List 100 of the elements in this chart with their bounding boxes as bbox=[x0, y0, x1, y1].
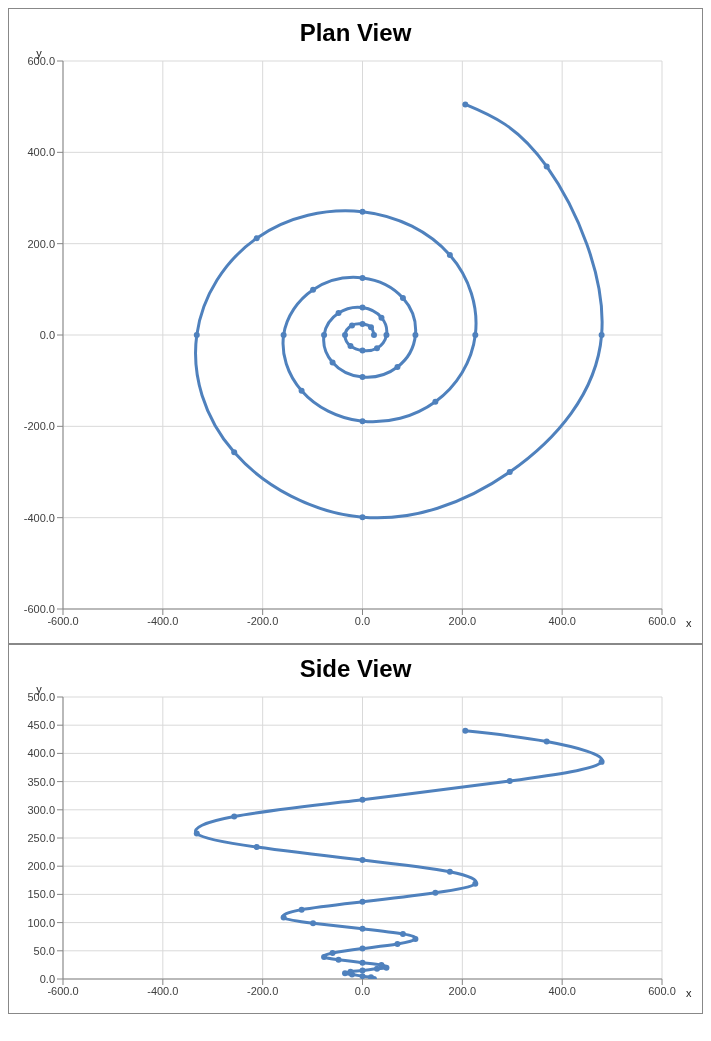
point bbox=[543, 738, 550, 745]
point bbox=[598, 332, 605, 338]
x-axis-title: x bbox=[686, 986, 692, 999]
point bbox=[367, 324, 374, 331]
point bbox=[370, 332, 377, 338]
point bbox=[432, 398, 439, 405]
point bbox=[359, 304, 366, 311]
point bbox=[359, 796, 366, 803]
point bbox=[446, 868, 453, 875]
point bbox=[359, 925, 366, 932]
point bbox=[280, 914, 287, 921]
y-tick-label: 400.0 bbox=[27, 747, 55, 760]
y-tick-label: 450.0 bbox=[27, 719, 55, 732]
point bbox=[462, 727, 469, 734]
point bbox=[472, 880, 479, 887]
point bbox=[335, 956, 342, 963]
x-tick-label: 0.0 bbox=[354, 614, 371, 627]
point bbox=[280, 332, 287, 338]
point bbox=[359, 418, 366, 425]
y-tick-label: 200.0 bbox=[27, 237, 55, 250]
x-tick-label: -400.0 bbox=[147, 614, 179, 627]
point bbox=[359, 374, 366, 381]
point bbox=[231, 449, 238, 456]
point bbox=[335, 310, 342, 317]
point bbox=[253, 235, 260, 242]
point bbox=[378, 961, 385, 968]
point bbox=[399, 295, 406, 302]
point bbox=[321, 332, 328, 338]
point bbox=[349, 322, 356, 329]
point bbox=[543, 163, 550, 170]
point bbox=[359, 945, 366, 952]
point bbox=[383, 332, 390, 338]
chart-title: Side View bbox=[298, 654, 413, 683]
y-tick-label: 400.0 bbox=[27, 146, 55, 159]
point bbox=[359, 274, 366, 281]
x-tick-label: -200.0 bbox=[247, 984, 279, 997]
y-tick-label: -200.0 bbox=[23, 420, 55, 433]
point bbox=[399, 930, 406, 937]
point bbox=[359, 967, 366, 974]
point bbox=[321, 954, 328, 960]
point bbox=[367, 974, 374, 979]
x-tick-label: 400.0 bbox=[548, 614, 576, 627]
x-tick-label: -200.0 bbox=[247, 614, 279, 627]
y-tick-label: 50.0 bbox=[33, 944, 55, 957]
point bbox=[472, 332, 479, 338]
point bbox=[342, 332, 349, 338]
y-tick-label: 0.0 bbox=[39, 328, 55, 341]
point bbox=[462, 101, 469, 108]
point bbox=[506, 469, 513, 475]
y-axis-title: y bbox=[36, 683, 43, 695]
point bbox=[310, 286, 317, 293]
point bbox=[446, 252, 453, 259]
point bbox=[193, 332, 200, 338]
point bbox=[359, 898, 366, 905]
point bbox=[253, 844, 260, 851]
point bbox=[359, 973, 366, 979]
point bbox=[383, 964, 390, 971]
point bbox=[373, 965, 380, 972]
point bbox=[359, 857, 366, 863]
point bbox=[378, 314, 385, 321]
x-tick-label: 600.0 bbox=[648, 984, 676, 997]
point bbox=[359, 347, 366, 354]
y-axis-title: y bbox=[36, 47, 43, 59]
point bbox=[231, 813, 238, 820]
point bbox=[329, 950, 336, 957]
point bbox=[359, 208, 366, 215]
point bbox=[359, 959, 366, 966]
x-tick-label: -600.0 bbox=[47, 614, 79, 627]
y-tick-label: 200.0 bbox=[27, 860, 55, 873]
y-tick-label: 250.0 bbox=[27, 831, 55, 844]
y-tick-label: 300.0 bbox=[27, 803, 55, 816]
x-tick-label: 0.0 bbox=[354, 984, 371, 997]
y-tick-label: 150.0 bbox=[27, 888, 55, 901]
point bbox=[412, 332, 419, 338]
x-axis-title: x bbox=[686, 616, 692, 629]
point bbox=[359, 514, 366, 521]
y-tick-label: 0.0 bbox=[39, 972, 55, 985]
point bbox=[394, 941, 401, 948]
point bbox=[359, 321, 366, 328]
point bbox=[373, 345, 380, 352]
x-tick-label: 600.0 bbox=[648, 614, 676, 627]
point bbox=[329, 359, 336, 366]
line-series bbox=[193, 101, 605, 521]
point bbox=[598, 758, 605, 765]
point bbox=[432, 889, 439, 896]
y-tick-label: 100.0 bbox=[27, 916, 55, 929]
point bbox=[347, 342, 354, 349]
point bbox=[298, 387, 305, 394]
point bbox=[506, 778, 513, 785]
y-tick-label: 350.0 bbox=[27, 775, 55, 788]
point bbox=[394, 363, 401, 370]
x-tick-label: 400.0 bbox=[548, 984, 576, 997]
x-tick-label: -600.0 bbox=[47, 984, 79, 997]
chart-title: Plan View bbox=[298, 18, 413, 47]
point bbox=[412, 935, 419, 942]
x-tick-label: 200.0 bbox=[448, 614, 477, 627]
line-series bbox=[193, 727, 605, 979]
point bbox=[298, 906, 305, 913]
x-tick-label: 200.0 bbox=[448, 984, 477, 997]
x-tick-label: -400.0 bbox=[147, 984, 179, 997]
